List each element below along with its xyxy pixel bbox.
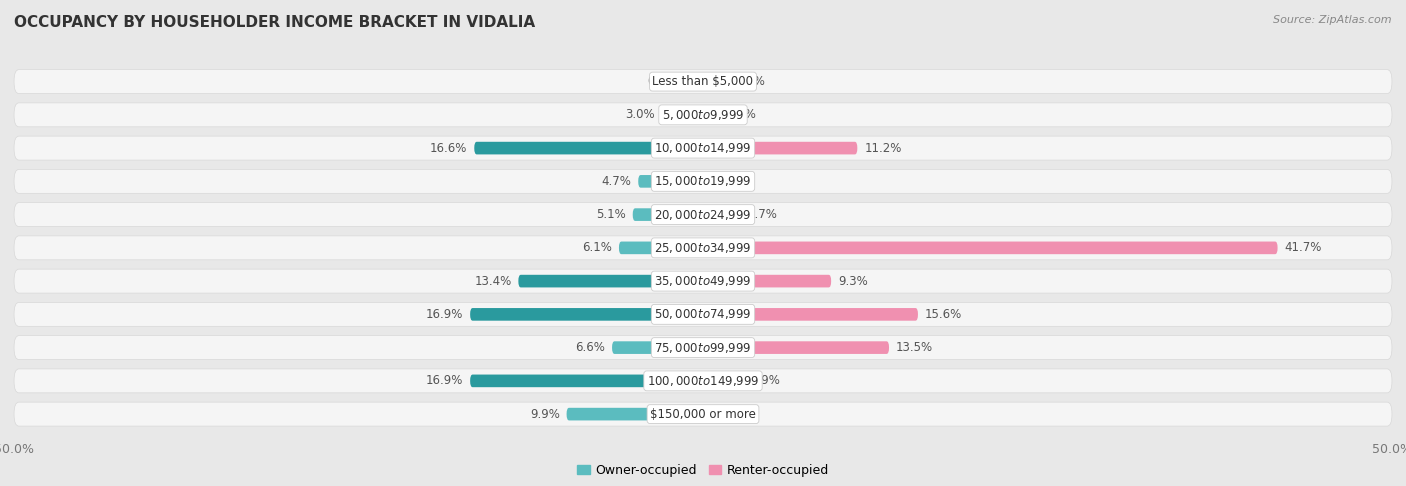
Text: $10,000 to $14,999: $10,000 to $14,999 xyxy=(654,141,752,155)
Text: $100,000 to $149,999: $100,000 to $149,999 xyxy=(647,374,759,388)
FancyBboxPatch shape xyxy=(703,341,889,354)
Text: 1.2%: 1.2% xyxy=(727,108,756,122)
FancyBboxPatch shape xyxy=(703,308,918,321)
FancyBboxPatch shape xyxy=(519,275,703,287)
FancyBboxPatch shape xyxy=(703,275,831,287)
Text: $5,000 to $9,999: $5,000 to $9,999 xyxy=(662,108,744,122)
Text: 9.9%: 9.9% xyxy=(530,408,560,420)
FancyBboxPatch shape xyxy=(14,203,1392,226)
FancyBboxPatch shape xyxy=(703,75,730,88)
FancyBboxPatch shape xyxy=(14,236,1392,260)
Text: $75,000 to $99,999: $75,000 to $99,999 xyxy=(654,341,752,355)
FancyBboxPatch shape xyxy=(14,336,1392,360)
FancyBboxPatch shape xyxy=(703,208,740,221)
Text: $20,000 to $24,999: $20,000 to $24,999 xyxy=(654,208,752,222)
Text: 1.9%: 1.9% xyxy=(737,75,766,88)
FancyBboxPatch shape xyxy=(14,136,1392,160)
Text: 41.7%: 41.7% xyxy=(1285,242,1322,254)
FancyBboxPatch shape xyxy=(14,170,1392,193)
Text: 9.3%: 9.3% xyxy=(838,275,868,288)
Text: 11.2%: 11.2% xyxy=(865,141,901,155)
FancyBboxPatch shape xyxy=(470,375,703,387)
Text: Source: ZipAtlas.com: Source: ZipAtlas.com xyxy=(1274,15,1392,25)
Text: $50,000 to $74,999: $50,000 to $74,999 xyxy=(654,307,752,321)
Text: 4.7%: 4.7% xyxy=(602,175,631,188)
FancyBboxPatch shape xyxy=(14,302,1392,326)
Text: 3.0%: 3.0% xyxy=(626,108,655,122)
Text: 13.5%: 13.5% xyxy=(896,341,934,354)
FancyBboxPatch shape xyxy=(703,375,742,387)
FancyBboxPatch shape xyxy=(474,142,703,155)
FancyBboxPatch shape xyxy=(703,142,858,155)
FancyBboxPatch shape xyxy=(14,369,1392,393)
FancyBboxPatch shape xyxy=(612,341,703,354)
FancyBboxPatch shape xyxy=(633,208,703,221)
Text: 0.85%: 0.85% xyxy=(647,75,685,88)
Text: OCCUPANCY BY HOUSEHOLDER INCOME BRACKET IN VIDALIA: OCCUPANCY BY HOUSEHOLDER INCOME BRACKET … xyxy=(14,15,536,30)
Text: 0.0%: 0.0% xyxy=(717,408,747,420)
Text: $15,000 to $19,999: $15,000 to $19,999 xyxy=(654,174,752,189)
Text: $150,000 or more: $150,000 or more xyxy=(650,408,756,420)
FancyBboxPatch shape xyxy=(567,408,703,420)
Text: 2.7%: 2.7% xyxy=(747,208,778,221)
FancyBboxPatch shape xyxy=(470,308,703,321)
Text: 15.6%: 15.6% xyxy=(925,308,962,321)
Text: 6.6%: 6.6% xyxy=(575,341,605,354)
FancyBboxPatch shape xyxy=(703,242,1278,254)
Text: 0.0%: 0.0% xyxy=(717,175,747,188)
Text: 16.9%: 16.9% xyxy=(426,374,463,387)
Text: 2.9%: 2.9% xyxy=(749,374,780,387)
Text: 13.4%: 13.4% xyxy=(474,275,512,288)
FancyBboxPatch shape xyxy=(14,103,1392,127)
FancyBboxPatch shape xyxy=(14,69,1392,94)
FancyBboxPatch shape xyxy=(638,175,703,188)
Text: $35,000 to $49,999: $35,000 to $49,999 xyxy=(654,274,752,288)
FancyBboxPatch shape xyxy=(692,75,703,88)
Text: 5.1%: 5.1% xyxy=(596,208,626,221)
FancyBboxPatch shape xyxy=(14,269,1392,293)
Text: 6.1%: 6.1% xyxy=(582,242,612,254)
Text: $25,000 to $34,999: $25,000 to $34,999 xyxy=(654,241,752,255)
Text: 16.6%: 16.6% xyxy=(430,141,467,155)
FancyBboxPatch shape xyxy=(14,402,1392,426)
FancyBboxPatch shape xyxy=(619,242,703,254)
Text: Less than $5,000: Less than $5,000 xyxy=(652,75,754,88)
FancyBboxPatch shape xyxy=(703,108,720,121)
Legend: Owner-occupied, Renter-occupied: Owner-occupied, Renter-occupied xyxy=(578,464,828,477)
Text: 16.9%: 16.9% xyxy=(426,308,463,321)
FancyBboxPatch shape xyxy=(662,108,703,121)
